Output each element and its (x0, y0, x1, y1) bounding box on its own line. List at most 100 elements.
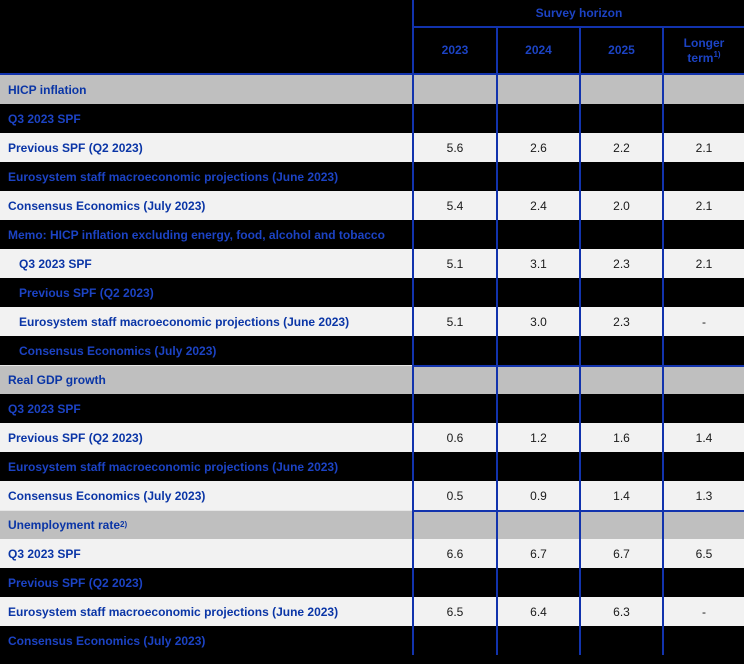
value-cell (579, 394, 662, 423)
value-cell (579, 510, 662, 539)
row-label-text: Consensus Economics (July 2023) (8, 198, 206, 213)
row-label: Consensus Economics (July 2023) (0, 626, 412, 655)
value-cell (662, 452, 744, 481)
value-cell (579, 162, 662, 191)
row-label: Consensus Economics (July 2023) (0, 481, 412, 510)
table-row-eurosystem-projections: Eurosystem staff macroeconomic projectio… (0, 452, 744, 481)
value-cell (412, 626, 496, 655)
row-label: Previous SPF (Q2 2023) (0, 133, 412, 162)
footnote-1-marker: 1) (713, 49, 721, 59)
value-cell (662, 365, 744, 394)
row-label: Previous SPF (Q2 2023) (0, 278, 412, 307)
row-label-text: Real GDP growth (8, 373, 106, 387)
value-cell (412, 510, 496, 539)
row-label-text: Previous SPF (Q2 2023) (8, 140, 143, 155)
header-label-spacer (0, 0, 412, 28)
value-cell: 0.9 (496, 481, 579, 510)
value-cell: 6.3 (579, 597, 662, 626)
value-cell (579, 220, 662, 249)
value-cell (412, 336, 496, 365)
header-label-spacer (0, 28, 412, 73)
table-row-consensus-economics: Consensus Economics (July 2023) 0.5 0.9 … (0, 481, 744, 510)
table-row-previous-spf: Previous SPF (Q2 2023) 0.6 1.2 1.6 1.4 (0, 423, 744, 452)
row-label: Previous SPF (Q2 2023) (0, 423, 412, 452)
longer-term-text: Longer term (683, 35, 725, 65)
value-cell (662, 278, 744, 307)
value-cell (579, 365, 662, 394)
table-row-q3-2023-spf: Q3 2023 SPF 6.6 6.7 6.7 6.5 (0, 539, 744, 568)
value-cell: 3.1 (496, 249, 579, 278)
table-row-consensus-economics: Consensus Economics (July 2023) (0, 336, 744, 365)
value-cell: 6.4 (496, 597, 579, 626)
table-row-q3-2023-spf: Q3 2023 SPF (0, 104, 744, 133)
value-cell: 1.3 (662, 481, 744, 510)
row-label-text: Q3 2023 SPF (19, 256, 92, 271)
row-label-text: Consensus Economics (July 2023) (8, 633, 206, 648)
value-cell: 5.1 (412, 249, 496, 278)
value-cell (412, 278, 496, 307)
value-cell: 6.7 (579, 539, 662, 568)
value-cell (496, 394, 579, 423)
row-label-text: Unemployment rate (8, 518, 121, 532)
row-label-text: Q3 2023 SPF (8, 401, 81, 416)
column-header-row: 2023 2024 2025 Longer term1) (0, 28, 744, 73)
row-label: Eurosystem staff macroeconomic projectio… (0, 307, 412, 336)
section-row-real-gdp-growth: Real GDP growth (0, 365, 744, 394)
value-cell (662, 568, 744, 597)
value-cell: 6.5 (412, 597, 496, 626)
row-label-text: Eurosystem staff macroeconomic projectio… (8, 604, 339, 619)
row-label: Consensus Economics (July 2023) (0, 191, 412, 220)
value-cell: 5.4 (412, 191, 496, 220)
value-cell (579, 568, 662, 597)
value-cell (412, 162, 496, 191)
row-label: Memo: HICP inflation excluding energy, f… (0, 220, 412, 249)
table-row-consensus-economics: Consensus Economics (July 2023) (0, 626, 744, 655)
value-cell: 2.4 (496, 191, 579, 220)
value-cell: 6.5 (662, 539, 744, 568)
value-cell: 3.0 (496, 307, 579, 336)
row-label-text: Eurosystem staff macroeconomic projectio… (19, 314, 350, 329)
value-cell: 1.4 (662, 423, 744, 452)
value-cell (662, 394, 744, 423)
value-cell: 1.2 (496, 423, 579, 452)
table-row-previous-spf: Previous SPF (Q2 2023) (0, 278, 744, 307)
value-cell (496, 162, 579, 191)
value-cell (412, 104, 496, 133)
table-row-consensus-economics: Consensus Economics (July 2023) 5.4 2.4 … (0, 191, 744, 220)
value-cell (662, 510, 744, 539)
table-row-q3-2023-spf: Q3 2023 SPF 5.1 3.1 2.3 2.1 (0, 249, 744, 278)
value-cell (579, 336, 662, 365)
value-cell (496, 452, 579, 481)
value-cell (496, 75, 579, 104)
value-cell: 0.6 (412, 423, 496, 452)
value-cell (412, 365, 496, 394)
value-cell (662, 104, 744, 133)
value-cell (496, 104, 579, 133)
row-label-text: Memo: HICP inflation excluding energy, f… (8, 227, 385, 242)
table-row-eurosystem-projections: Eurosystem staff macroeconomic projectio… (0, 162, 744, 191)
survey-horizon-header-row: Survey horizon (0, 0, 744, 28)
section-row-unemployment-rate: Unemployment rate 2) (0, 510, 744, 539)
row-label: HICP inflation (0, 75, 412, 104)
row-label: Q3 2023 SPF (0, 104, 412, 133)
value-cell (579, 278, 662, 307)
value-cell (496, 220, 579, 249)
value-cell: 0.5 (412, 481, 496, 510)
value-cell (662, 220, 744, 249)
value-cell (496, 626, 579, 655)
longer-term-label: Longer term1) (678, 36, 730, 66)
row-label-text: HICP inflation (8, 82, 87, 97)
value-cell: 6.6 (412, 539, 496, 568)
value-cell: 2.1 (662, 133, 744, 162)
row-label-text: Previous SPF (Q2 2023) (8, 575, 143, 590)
value-cell (579, 104, 662, 133)
row-label: Q3 2023 SPF (0, 539, 412, 568)
value-cell (412, 394, 496, 423)
row-label: Eurosystem staff macroeconomic projectio… (0, 452, 412, 481)
value-cell (579, 452, 662, 481)
row-label: Q3 2023 SPF (0, 394, 412, 423)
row-label-text: Q3 2023 SPF (8, 111, 81, 126)
row-label-text: Eurosystem staff macroeconomic projectio… (8, 169, 339, 184)
column-header-2023: 2023 (412, 28, 496, 73)
